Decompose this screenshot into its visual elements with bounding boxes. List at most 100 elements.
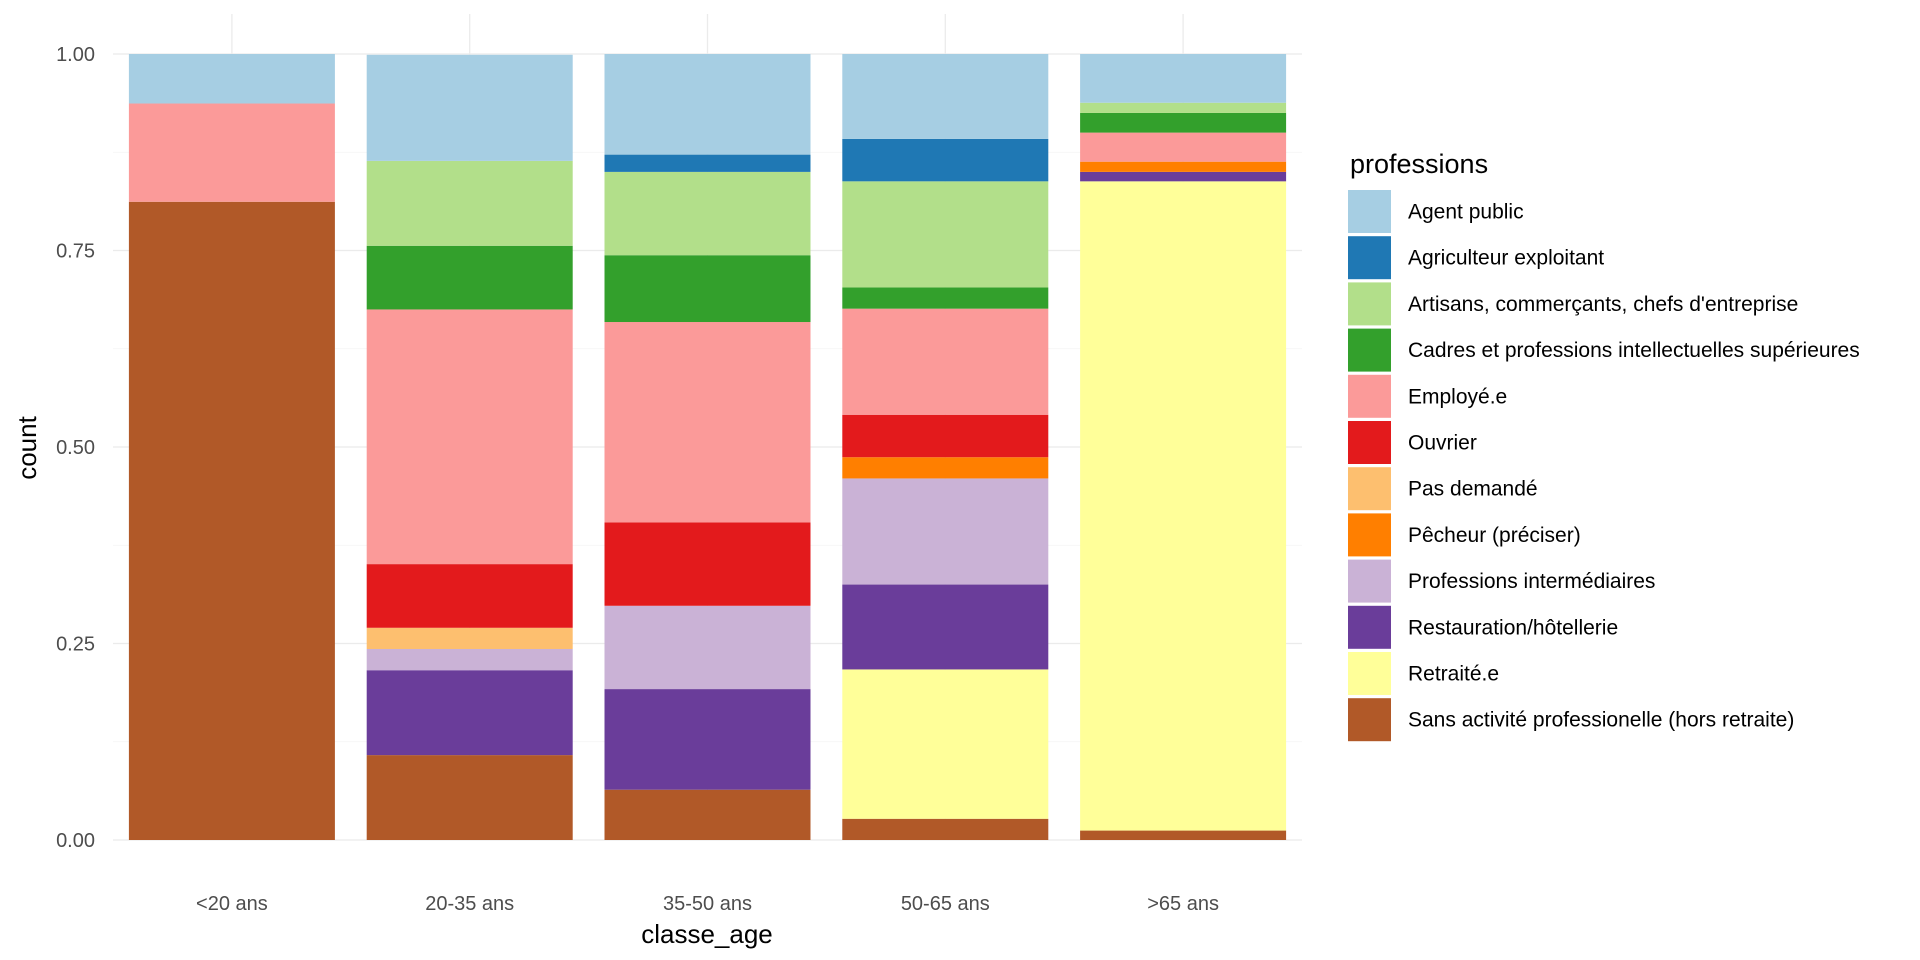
bar-stack <box>604 54 811 840</box>
y-tick-label: 0.00 <box>56 830 95 852</box>
x-tick-label: 35-50 ans <box>663 893 752 915</box>
bar-segment <box>366 649 573 671</box>
legend: professions Agent public Agriculteur expl… <box>1348 149 1860 742</box>
bar-segment <box>1080 161 1287 172</box>
bar-segment <box>366 245 573 310</box>
legend-label: Employé.e <box>1408 385 1507 408</box>
legend-item: Professions intermédiaires <box>1348 559 1655 603</box>
legend-swatch <box>1348 328 1391 372</box>
bar-segment <box>842 669 1049 819</box>
legend-item: Sans activité professionelle (hors retra… <box>1348 698 1794 742</box>
x-axis-title: classe_age <box>641 919 773 949</box>
bar-segment <box>604 255 811 323</box>
x-axis-ticks: <20 ans 20-35 ans 35-50 ans 50-65 ans >65 an… <box>196 893 1219 915</box>
bar-segment <box>604 322 811 523</box>
legend-item: Employé.e <box>1348 374 1507 418</box>
bar-stack <box>1080 54 1287 840</box>
bar-segment <box>1080 181 1287 831</box>
bar-segment <box>366 54 573 161</box>
bar-segment <box>842 478 1049 585</box>
bar-segment <box>842 414 1049 458</box>
bar-segment <box>1080 54 1287 103</box>
bar-segment <box>842 287 1049 309</box>
legend-label: Ouvrier <box>1408 432 1477 455</box>
bar-segment <box>842 54 1049 139</box>
x-tick-label: >65 ans <box>1147 893 1219 915</box>
x-tick-label: <20 ans <box>196 893 268 915</box>
y-axis-title: count <box>12 415 42 479</box>
bar-stack <box>366 54 573 840</box>
legend-label: Pêcheur (préciser) <box>1408 524 1581 547</box>
bar-segment <box>366 309 573 565</box>
bar-segment <box>842 584 1049 670</box>
legend-swatch <box>1348 513 1391 557</box>
legend-item: Ouvrier <box>1348 421 1477 464</box>
bars-layer <box>128 54 1287 840</box>
bar-segment <box>604 171 811 256</box>
bar-segment <box>366 670 573 756</box>
y-tick-label: 0.75 <box>56 241 95 263</box>
bar-segment <box>128 103 335 202</box>
legend-swatch <box>1348 559 1391 603</box>
legend-swatch <box>1348 190 1391 233</box>
bar-segment <box>842 457 1049 479</box>
legend-label: Restauration/hôtellerie <box>1408 616 1618 639</box>
legend-swatch <box>1348 236 1391 280</box>
y-tick-label: 0.50 <box>56 437 95 459</box>
legend-label: Sans activité professionelle (hors retra… <box>1408 709 1794 732</box>
bar-segment <box>1080 830 1287 840</box>
bar-segment <box>842 818 1049 840</box>
legend-label: Cadres et professions intellectuelles su… <box>1408 339 1860 362</box>
legend-swatch <box>1348 421 1391 464</box>
bar-stack <box>128 54 335 840</box>
y-tick-label: 0.25 <box>56 634 95 656</box>
bar-segment <box>128 54 335 104</box>
bar-segment <box>366 627 573 650</box>
legend-swatch <box>1348 467 1391 511</box>
bar-segment <box>604 54 811 155</box>
legend-label: Pas demandé <box>1408 478 1538 501</box>
legend-item: Pas demandé <box>1348 467 1538 511</box>
bar-segment <box>604 154 811 172</box>
legend-label: Artisans, commerçants, chefs d'entrepris… <box>1408 293 1798 316</box>
legend-item: Artisans, commerçants, chefs d'entrepris… <box>1348 282 1798 326</box>
bar-segment <box>604 789 811 840</box>
legend-title: professions <box>1350 149 1488 179</box>
legend-swatch <box>1348 605 1391 649</box>
x-tick-label: 50-65 ans <box>901 893 990 915</box>
legend-label: Professions intermédiaires <box>1408 570 1655 593</box>
legend-swatch <box>1348 652 1391 695</box>
bar-segment <box>1080 132 1287 162</box>
y-axis-ticks: 0.00 0.25 0.50 0.75 1.00 <box>56 44 95 852</box>
bar-segment <box>1080 102 1287 113</box>
legend-label: Retraité.e <box>1408 663 1499 686</box>
bar-segment <box>604 522 811 606</box>
legend-item: Cadres et professions intellectuelles su… <box>1348 328 1860 372</box>
y-tick-label: 1.00 <box>56 44 95 66</box>
legend-label: Agriculteur exploitant <box>1408 247 1604 270</box>
bar-segment <box>366 564 573 628</box>
bar-segment <box>842 138 1049 182</box>
legend-item: Retraité.e <box>1348 652 1499 695</box>
legend-swatch <box>1348 698 1391 742</box>
legend-label: Agent public <box>1408 201 1524 224</box>
bar-segment <box>366 160 573 246</box>
bar-segment <box>128 201 335 840</box>
bar-segment <box>1080 171 1287 182</box>
bar-segment <box>842 181 1049 288</box>
bar-stack <box>842 54 1049 840</box>
bar-segment <box>604 689 811 790</box>
legend-swatch <box>1348 374 1391 418</box>
legend-item: Pêcheur (préciser) <box>1348 513 1581 557</box>
bar-segment <box>842 308 1049 415</box>
x-tick-label: 20-35 ans <box>425 893 514 915</box>
bar-segment <box>366 755 573 840</box>
legend-swatch <box>1348 282 1391 326</box>
bar-segment <box>1080 112 1287 133</box>
bar-segment <box>604 605 811 690</box>
legend-item: Agriculteur exploitant <box>1348 236 1604 280</box>
legend-item: Agent public <box>1348 190 1524 233</box>
legend-item: Restauration/hôtellerie <box>1348 605 1618 649</box>
